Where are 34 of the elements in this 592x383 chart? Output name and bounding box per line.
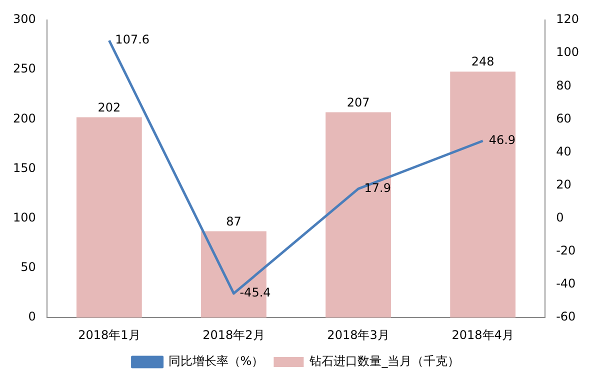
- y2-tick-label: 40: [556, 144, 572, 158]
- legend-label: 钻石进口数量_当月（千克）: [308, 354, 460, 368]
- y-tick-label: 300: [13, 12, 36, 26]
- y2-tick-label: 100: [556, 45, 579, 60]
- y-tick-label: 100: [13, 210, 36, 225]
- y-tick-label: 150: [13, 160, 36, 175]
- bar: [326, 112, 391, 318]
- y2-tick-label: 20: [556, 177, 572, 192]
- x-tick-label: 2018年2月: [202, 328, 265, 342]
- y2-tick-label: 0: [556, 210, 564, 225]
- x-tick-label: 2018年3月: [327, 328, 390, 342]
- y2-tick-label: 80: [556, 78, 572, 92]
- bar: [76, 117, 142, 318]
- data-label: 17.9: [364, 180, 391, 195]
- data-label: 207: [346, 95, 370, 110]
- data-label: 46.9: [488, 132, 516, 147]
- data-label: 202: [98, 100, 121, 114]
- y2-tick-label: 60: [556, 111, 572, 126]
- data-label: 87: [226, 214, 242, 228]
- y-tick-label: 0: [28, 310, 36, 324]
- x-tick-label: 2018年1月: [78, 328, 140, 342]
- y2-tick-label: -60: [556, 310, 576, 324]
- y2-tick-label: -40: [556, 276, 576, 291]
- y-tick-label: 200: [13, 111, 36, 126]
- data-label: 248: [471, 54, 494, 69]
- legend-label: 同比增长率（%）: [168, 354, 264, 368]
- data-label: -45.4: [240, 286, 271, 300]
- y-tick-label: 50: [20, 260, 36, 274]
- data-label: 107.6: [115, 32, 150, 47]
- x-tick-label: 2018年4月: [452, 328, 514, 342]
- y2-tick-label: -20: [556, 244, 576, 258]
- y-tick-label: 250: [13, 62, 36, 76]
- y2-tick-label: 120: [556, 12, 579, 26]
- bar: [450, 72, 516, 318]
